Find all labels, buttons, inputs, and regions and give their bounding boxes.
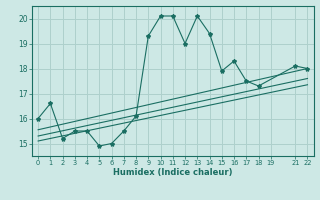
- X-axis label: Humidex (Indice chaleur): Humidex (Indice chaleur): [113, 168, 233, 177]
